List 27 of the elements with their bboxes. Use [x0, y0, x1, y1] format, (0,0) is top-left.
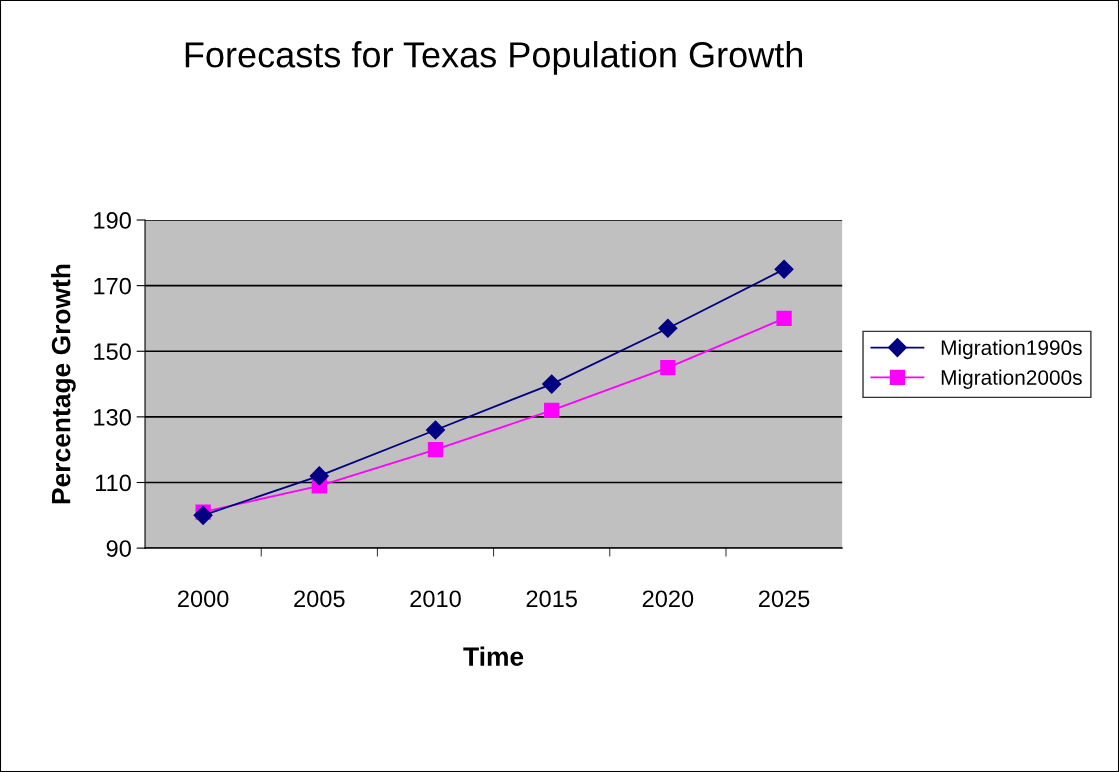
- point: [542, 374, 562, 394]
- point: [658, 318, 678, 338]
- y-tick-label: 170: [94, 277, 131, 295]
- legend-label: Migration1990s: [941, 339, 1082, 360]
- y-tick-label: 90: [106, 540, 131, 557]
- x-tick-label: 2025: [758, 590, 810, 608]
- x-tick-label: 2010: [410, 590, 461, 608]
- point: [544, 402, 560, 418]
- x-tick-label: 2000: [178, 590, 229, 608]
- x-tick-label: 2015: [526, 590, 577, 608]
- x-tick-label: 2005: [294, 590, 345, 608]
- x-tick-label: 2020: [642, 590, 694, 608]
- point: [427, 442, 444, 458]
- y-tick-label: 130: [94, 408, 131, 426]
- chart-title: Forecasts for Texas Population Growth: [185, 41, 803, 75]
- x-axis-title: Time: [463, 646, 524, 666]
- y-axis-title: Percentage Growth: [51, 264, 76, 504]
- point: [774, 259, 794, 279]
- y-tick-label: 150: [94, 343, 131, 361]
- point: [425, 420, 446, 440]
- point: [193, 505, 213, 525]
- point: [309, 466, 329, 486]
- y-tick-label: 190: [94, 212, 131, 229]
- point: [660, 360, 676, 376]
- point: [776, 310, 792, 327]
- legend-label: Migration2000s: [941, 369, 1082, 390]
- y-tick-label: 110: [95, 474, 131, 492]
